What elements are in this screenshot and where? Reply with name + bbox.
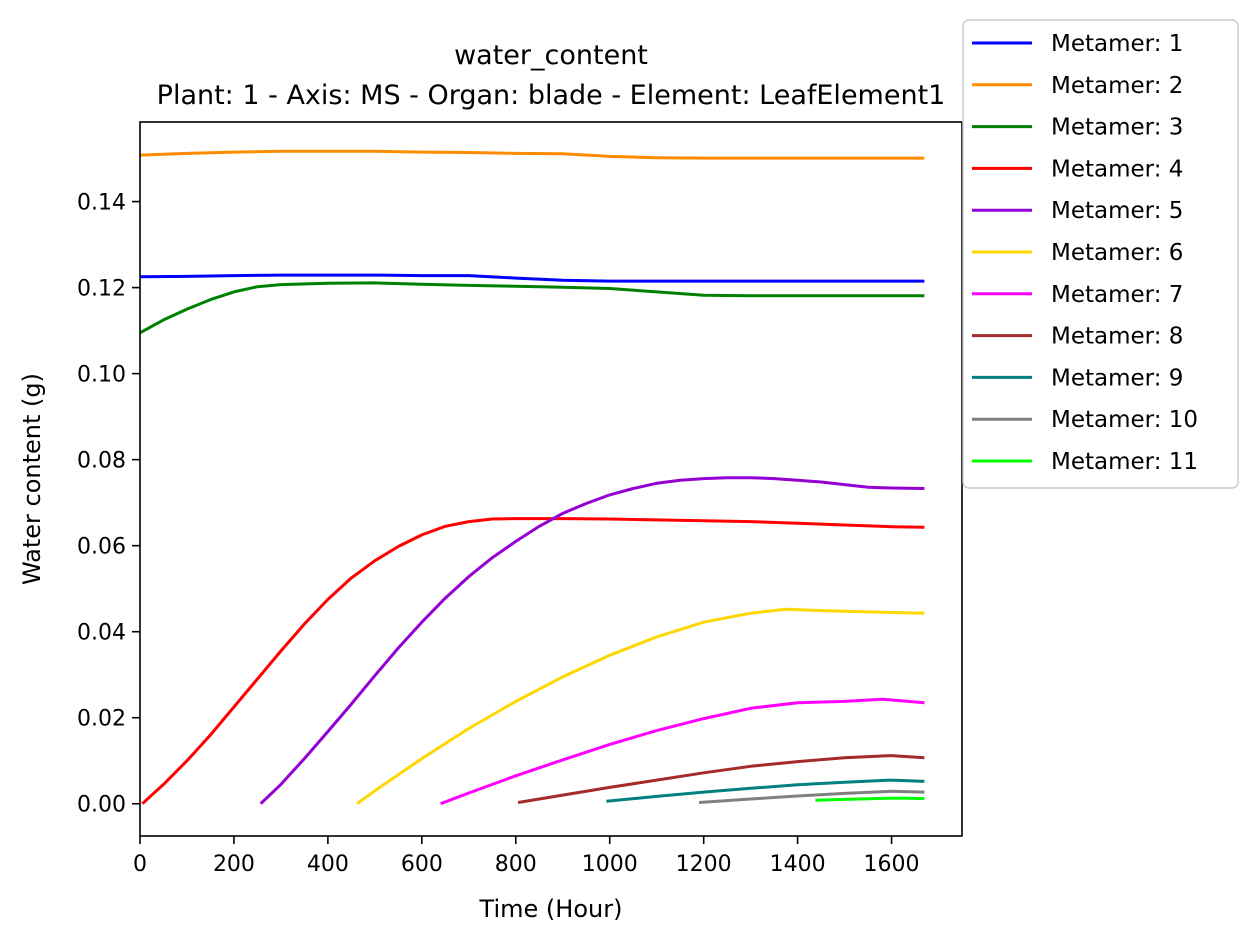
- chart-subtitle: Plant: 1 - Axis: MS - Organ: blade - Ele…: [157, 80, 946, 111]
- series-line-metamer-9: [606, 778, 925, 803]
- y-tick-label: 0.12: [77, 277, 126, 302]
- x-tick-label: 600: [401, 852, 443, 877]
- y-tick-label: 0.00: [77, 793, 126, 818]
- series-line-metamer-10: [698, 789, 925, 804]
- legend-label-metamer-6: Metamer: 6: [1051, 240, 1183, 266]
- x-tick-label: 800: [495, 852, 537, 877]
- x-tick-label: 400: [307, 852, 349, 877]
- legend-box: [962, 19, 1239, 489]
- legend-label-metamer-8: Metamer: 8: [1051, 324, 1183, 350]
- series-line-metamer-5: [259, 476, 925, 805]
- plot-frame: [139, 121, 963, 837]
- series-line-metamer-11: [815, 796, 925, 802]
- series-line-metamer-6: [356, 607, 925, 805]
- y-tick-label: 0.14: [77, 191, 126, 216]
- x-tick-label: 1600: [864, 852, 920, 877]
- y-tick-label: 0.08: [77, 449, 126, 474]
- y-tick-label: 0.04: [77, 621, 126, 646]
- series-line-metamer-2: [139, 149, 925, 160]
- y-axis-label: Water content (g): [18, 373, 46, 585]
- x-tick-label: 200: [213, 852, 255, 877]
- x-tick-label: 1200: [676, 852, 732, 877]
- x-axis-label: Time (Hour): [479, 895, 623, 923]
- y-tick-label: 0.06: [77, 535, 126, 560]
- series-line-metamer-7: [440, 697, 925, 806]
- legend-label-metamer-1: Metamer: 1: [1051, 31, 1183, 57]
- legend-label-metamer-9: Metamer: 9: [1051, 365, 1183, 391]
- legend-label-metamer-4: Metamer: 4: [1051, 156, 1183, 182]
- legend-label-metamer-3: Metamer: 3: [1051, 115, 1183, 141]
- legend-label-metamer-11: Metamer: 11: [1051, 449, 1198, 475]
- series-line-metamer-3: [139, 281, 925, 335]
- legend-label-metamer-7: Metamer: 7: [1051, 282, 1183, 308]
- chart-title: water_content: [454, 40, 648, 71]
- y-axis: 0.00 0.02 0.04 0.06 0.08 0.10 0.12 0.14: [77, 191, 140, 818]
- legend-label-metamer-10: Metamer: 10: [1051, 407, 1198, 433]
- y-tick-label: 0.02: [77, 707, 126, 732]
- series-layer: [139, 149, 925, 806]
- x-tick-label: 1000: [582, 852, 638, 877]
- x-tick-label: 0: [133, 852, 147, 877]
- legend: Metamer: 1 Metamer: 2 Metamer: 3 Metamer: 4…: [962, 19, 1239, 489]
- legend-label-metamer-2: Metamer: 2: [1051, 73, 1183, 99]
- x-tick-label: 1400: [770, 852, 826, 877]
- x-axis: 0 200 400 600 800 1000 1200 1400 1600: [133, 836, 920, 877]
- legend-label-metamer-5: Metamer: 5: [1051, 198, 1183, 224]
- y-tick-label: 0.10: [77, 363, 126, 388]
- series-line-metamer-4: [141, 517, 925, 805]
- series-line-metamer-1: [139, 273, 925, 283]
- series-line-metamer-8: [517, 754, 925, 804]
